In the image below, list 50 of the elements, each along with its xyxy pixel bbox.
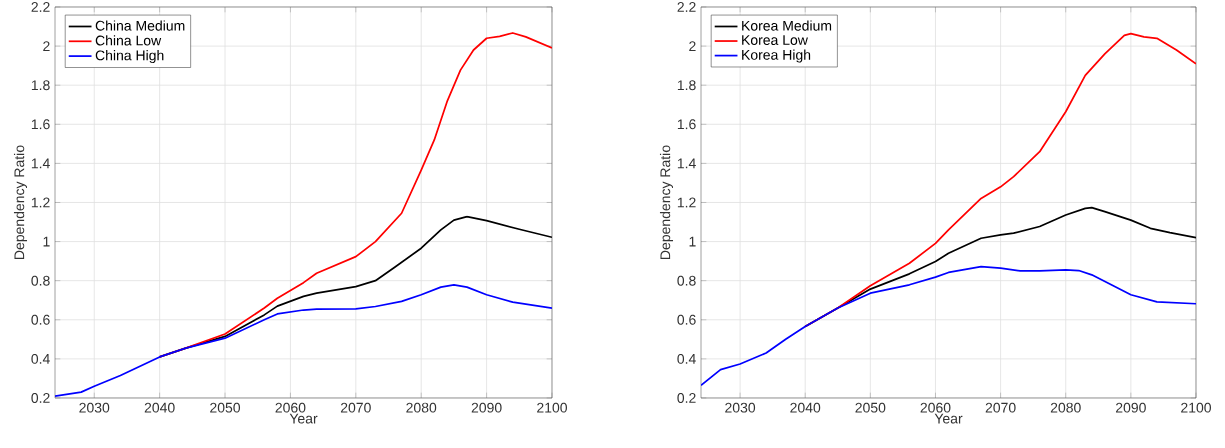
x-axis-title: Year <box>289 413 318 424</box>
x-tick-label: 2030 <box>79 402 110 413</box>
y-tick-label: 0.2 <box>31 393 50 403</box>
x-tick-label: 2090 <box>471 402 502 413</box>
y-tick-label: 1.2 <box>677 197 696 208</box>
x-tick-label: 2080 <box>406 402 437 413</box>
y-tick-label: 0.2 <box>677 393 696 403</box>
y-axis-title: Dependency Ratio <box>659 145 674 259</box>
legend-label: Korea Low <box>742 35 808 45</box>
x-tick-label: 2100 <box>537 402 568 413</box>
y-tick-label: 1 <box>689 236 696 247</box>
y-tick-label: 1.8 <box>677 80 696 91</box>
x-tick-label: 2050 <box>855 402 886 413</box>
y-tick-label: 0.8 <box>677 275 696 286</box>
y-tick-label: 0.6 <box>677 314 696 325</box>
x-tick-label: 2070 <box>985 402 1016 413</box>
y-tick-label: 2.2 <box>677 2 696 12</box>
y-tick-label: 1.6 <box>31 119 50 130</box>
legend-label: China High <box>95 50 164 64</box>
x-tick-label: 2070 <box>340 402 371 413</box>
y-tick-label: 1.2 <box>31 197 50 208</box>
x-tick-label: 2030 <box>725 402 756 413</box>
y-tick-label: 0.6 <box>31 314 50 325</box>
x-tick-label: 2060 <box>275 402 306 413</box>
line-series <box>701 265 1196 387</box>
x-tick-label: 2050 <box>210 402 241 413</box>
line-series <box>55 283 552 397</box>
x-tick-label: 2040 <box>790 402 821 413</box>
legend-label: Korea Medium <box>742 20 832 31</box>
y-tick-label: 1.4 <box>31 158 50 169</box>
x-axis-title: Year <box>934 413 963 424</box>
y-tick-label: 1 <box>43 236 50 247</box>
x-tick-label: 2040 <box>144 402 175 413</box>
legend-label: Korea High <box>742 49 811 63</box>
y-tick-label: 1.4 <box>677 158 696 169</box>
y-tick-label: 2 <box>43 41 50 51</box>
y-tick-label: 0.8 <box>31 275 50 286</box>
y-tick-label: 0.4 <box>677 353 696 364</box>
y-tick-label: 1.8 <box>31 80 50 91</box>
y-tick-label: 0.4 <box>31 353 50 364</box>
y-tick-label: 2.2 <box>31 2 50 12</box>
legend-label: China Low <box>95 35 162 46</box>
y-tick-label: 1.6 <box>677 119 696 130</box>
y-tick-label: 2 <box>689 41 696 51</box>
x-tick-label: 2080 <box>1050 402 1081 413</box>
legend-label: China Medium <box>95 20 185 31</box>
x-tick-label: 2100 <box>1181 402 1212 413</box>
x-tick-label: 2090 <box>1116 402 1146 413</box>
x-tick-label: 2060 <box>920 402 951 413</box>
y-axis-title: Dependency Ratio <box>13 145 28 259</box>
